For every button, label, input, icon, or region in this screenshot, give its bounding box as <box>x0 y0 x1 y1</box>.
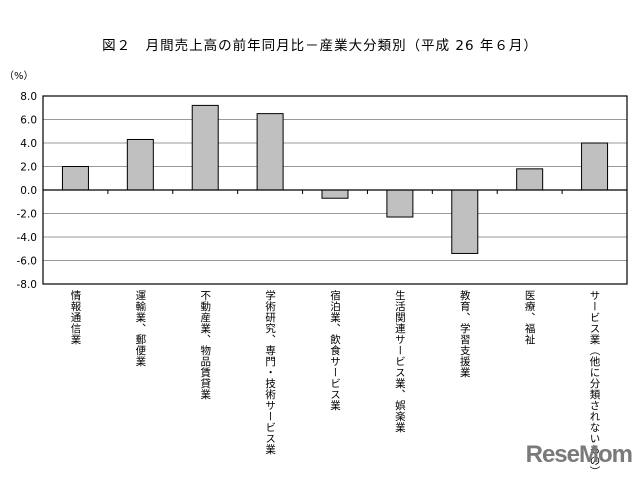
x-category-label: 運輸業、郵便業 <box>134 290 147 367</box>
bar <box>61 166 89 191</box>
y-tick-label: -4.0 <box>17 232 38 244</box>
y-tick-label: 6.0 <box>20 115 37 127</box>
bar <box>126 138 154 191</box>
x-category-label: 生活関連サービス業、娯楽業 <box>393 290 406 433</box>
bar <box>386 189 414 218</box>
x-category-label: 宿泊業、飲食サービス業 <box>329 290 341 411</box>
x-category-label: 情報通信業 <box>69 290 82 345</box>
y-tick-label: 0.0 <box>20 185 37 197</box>
y-tick-label: -6.0 <box>17 256 38 268</box>
bar <box>451 189 479 254</box>
x-category-label: 教育、学習支援業 <box>458 290 471 378</box>
bar <box>581 142 609 191</box>
bar <box>321 189 349 199</box>
resemom-watermark-logo: ReseMom <box>525 441 633 468</box>
y-tick-label: 4.0 <box>20 138 37 150</box>
x-category-label: 不動産業、物品賃貸業 <box>199 290 212 400</box>
x-category-label: 医療、福祉 <box>523 290 536 345</box>
y-tick-label: -2.0 <box>17 209 38 221</box>
y-tick-label: 2.0 <box>20 162 37 174</box>
chart-title: 図２ 月間売上高の前年同月比－産業大分類別（平成 26 年６月） <box>102 38 538 54</box>
bar <box>256 113 284 191</box>
x-category-label: サービス業（他に分類されないもの） <box>588 290 601 477</box>
y-axis-unit: （%） <box>4 71 34 82</box>
y-tick-label: -8.0 <box>17 279 38 291</box>
bar <box>516 168 544 191</box>
bar <box>191 104 219 191</box>
x-category-label: 学術研究、専門・技術サービス業 <box>264 290 277 455</box>
y-tick-label: 8.0 <box>20 91 37 103</box>
